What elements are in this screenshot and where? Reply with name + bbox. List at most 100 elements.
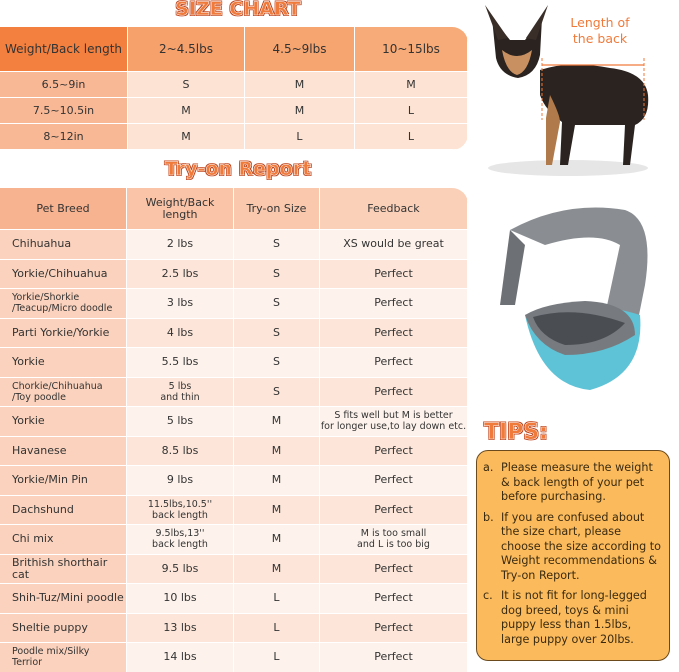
table-cell: M [245,72,355,98]
table-cell: 5.5 lbs [127,348,234,378]
table-cell: Perfect [320,436,468,466]
table-cell: Yorkie/Min Pin [0,466,127,496]
table-cell: M [234,436,320,466]
table-cell: M [128,98,245,124]
header-cell: Try-on Size [234,188,320,230]
table-cell: 5 lbs and thin [127,377,234,407]
try-on-table: Pet Breed Weight/Back length Try-on Size Fe… [0,188,468,672]
cell-line: and L is too big [357,539,430,551]
table-cell: 8~12in [0,124,128,150]
cell-line: S fits well but M is better [334,410,453,422]
table-cell: Yorkie/Chihuahua [0,259,127,289]
table-cell: L [234,584,320,614]
tip-item: c. It is not fit for long-legged dog bree… [483,589,661,647]
tip-text: Please measure the weight & back length … [501,461,653,503]
table-cell: 4 lbs [127,318,234,348]
header-cell: 4.5~9lbs [245,27,355,72]
cell-line: for longer use,to lay down etc. [320,421,467,433]
header-cell: Feedback [320,188,468,230]
header-cell: Pet Breed [0,188,127,230]
table-cell: M [128,124,245,150]
table-cell: 11.5lbs,10.5'' back length [127,495,234,525]
table-cell: Perfect [320,584,468,614]
table-cell: S [234,289,320,319]
table-cell: 13 lbs [127,613,234,643]
table-cell: Brithish shorthair cat [0,554,127,584]
table-cell: 9 lbs [127,466,234,496]
cell-line: /Toy poodle [12,391,67,403]
dog-image: Length of the back [485,5,649,176]
size-chart-table: Weight/Back length 2~4.5lbs 4.5~9lbs 10~15l… [0,27,468,150]
table-cell: Shih-Tuz/Mini poodle [0,584,127,614]
tip-text: It is not fit for long-legged dog breed,… [501,589,647,646]
dog-label: the back [573,31,628,46]
table-cell: 2 lbs [127,230,234,260]
cell-line: 9.5lbs,13'' [155,528,205,540]
tip-item: a. Please measure the weight & back lengt… [483,461,661,505]
table-cell: 6.5~9in [0,72,128,98]
table-cell: Yorkie [0,348,127,378]
table-cell: Perfect [320,348,468,378]
tip-marker: c. [483,589,493,602]
table-cell: L [355,124,468,150]
tip-text: If you are confused about the size chart… [501,510,661,582]
try-on-title: Try-on Report [164,158,312,181]
table-cell: Perfect [320,495,468,525]
table-cell: 9.5lbs,13'' back length [127,525,234,555]
cell-line: back length [152,509,208,521]
cell-line: Chorkie/Chihuahua [12,380,103,392]
cell-line: and thin [160,391,200,403]
cell-line: Yorkie/Shorkie [12,292,80,304]
table-cell: Yorkie/Shorkie/Teacup/Micro doodle [0,289,127,319]
table-cell: Perfect [320,466,468,496]
table-cell: Havanese [0,436,127,466]
header-cell: 2~4.5lbs [128,27,245,72]
table-cell: Chi mix [0,525,127,555]
header-cell: 10~15lbs [355,27,468,72]
table-cell: S [234,230,320,260]
table-cell: S fits well but M is better for longer us… [320,407,468,437]
table-cell: L [245,124,355,150]
table-cell: Perfect [320,643,468,672]
table-cell: L [234,643,320,672]
tip-marker: a. [483,461,494,474]
cell-line: Terrior [12,657,43,669]
table-cell: 2.5 lbs [127,259,234,289]
table-cell: 7.5~10.5in [0,98,128,124]
table-cell: Sheltie puppy [0,613,127,643]
cell-line: 5 lbs [168,380,192,392]
table-cell: 5 lbs [127,407,234,437]
table-cell: 3 lbs [127,289,234,319]
dog-label: Length of [570,15,630,30]
cell-line: /Teacup/Micro doodle [12,303,113,315]
table-cell: Perfect [320,259,468,289]
size-chart-title: SIZE CHART [175,0,301,20]
cell-line: 11.5lbs,10.5'' [147,498,213,510]
table-cell: Dachshund [0,495,127,525]
cell-line: back length [152,539,208,551]
table-cell: Perfect [320,318,468,348]
table-cell: M [234,466,320,496]
table-cell: M [355,72,468,98]
table-cell: Chihuahua [0,230,127,260]
table-cell: 8.5 lbs [127,436,234,466]
table-cell: XS would be great [320,230,468,260]
table-cell: S [234,318,320,348]
table-cell: 9.5 lbs [127,554,234,584]
table-cell: M [234,525,320,555]
table-cell: M [234,495,320,525]
table-cell: 10 lbs [127,584,234,614]
table-cell: L [234,613,320,643]
table-cell: Perfect [320,377,468,407]
table-cell: Perfect [320,554,468,584]
table-cell: M [234,407,320,437]
tip-marker: b. [483,510,494,524]
table-cell: Perfect [320,289,468,319]
table-cell: Parti Yorkie/Yorkie [0,318,127,348]
tips-title: TIPS: [484,420,548,446]
table-cell: S [234,348,320,378]
tips-box: a. Please measure the weight & back lengt… [476,450,670,661]
table-cell: Chorkie/Chihuahua/Toy poodle [0,377,127,407]
cell-line: M is too small [360,528,427,540]
